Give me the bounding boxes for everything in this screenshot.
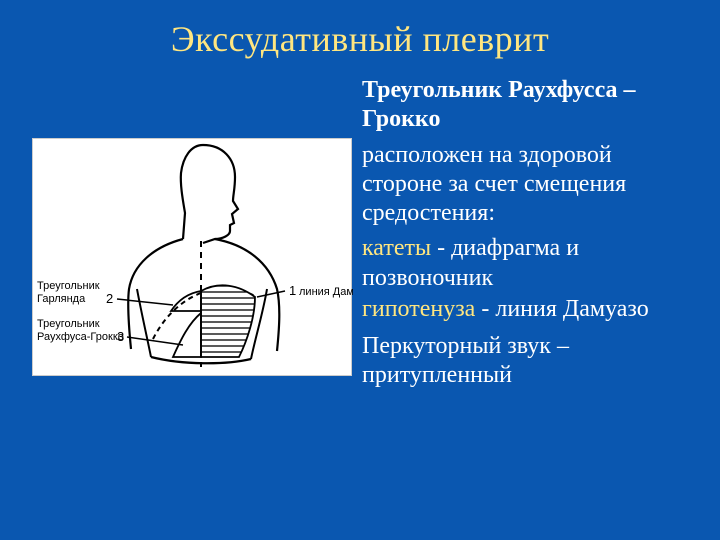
hypo-rest: - линия Дамуазо bbox=[475, 296, 648, 322]
figure-label-2b: Гарлянда bbox=[37, 293, 86, 305]
figure-column: 1 линия Дамуазо Треугольник Гарлянда 2 Т… bbox=[32, 76, 362, 376]
figure-label-1-num: 1 bbox=[289, 283, 296, 298]
anatomical-figure: 1 линия Дамуазо Треугольник Гарлянда 2 Т… bbox=[32, 138, 352, 376]
figure-label-1-text: линия Дамуазо bbox=[299, 286, 353, 298]
figure-label-2-num: 2 bbox=[106, 291, 113, 306]
text-column: Треугольник Раухфусса – Грокко расположе… bbox=[362, 76, 688, 393]
hypo-accent: гипотенуза bbox=[362, 296, 475, 322]
line-kathety: катеты - диафрагма и позвоночник bbox=[362, 234, 688, 293]
figure-label-3b: Раухфуса-Грокко bbox=[37, 331, 124, 343]
figure-label-2a: Треугольник bbox=[37, 280, 100, 292]
line-hypotenuse: гипотенуза - линия Дамуазо bbox=[362, 295, 688, 324]
figure-label-3a: Треугольник bbox=[37, 318, 100, 330]
kathety-accent: катеты bbox=[362, 235, 431, 261]
body-intro: расположен на здоровой стороне за счет с… bbox=[362, 141, 688, 229]
line-perkutor: Перкуторный звук – притупленный bbox=[362, 332, 688, 391]
figure-label-3-num: 3 bbox=[117, 329, 124, 344]
content-row: 1 линия Дамуазо Треугольник Гарлянда 2 Т… bbox=[32, 76, 688, 393]
torso-diagram-icon: 1 линия Дамуазо Треугольник Гарлянда 2 Т… bbox=[33, 139, 353, 377]
slide-title: Экссудативный плеврит bbox=[32, 18, 688, 60]
subtitle: Треугольник Раухфусса – Грокко bbox=[362, 76, 688, 135]
